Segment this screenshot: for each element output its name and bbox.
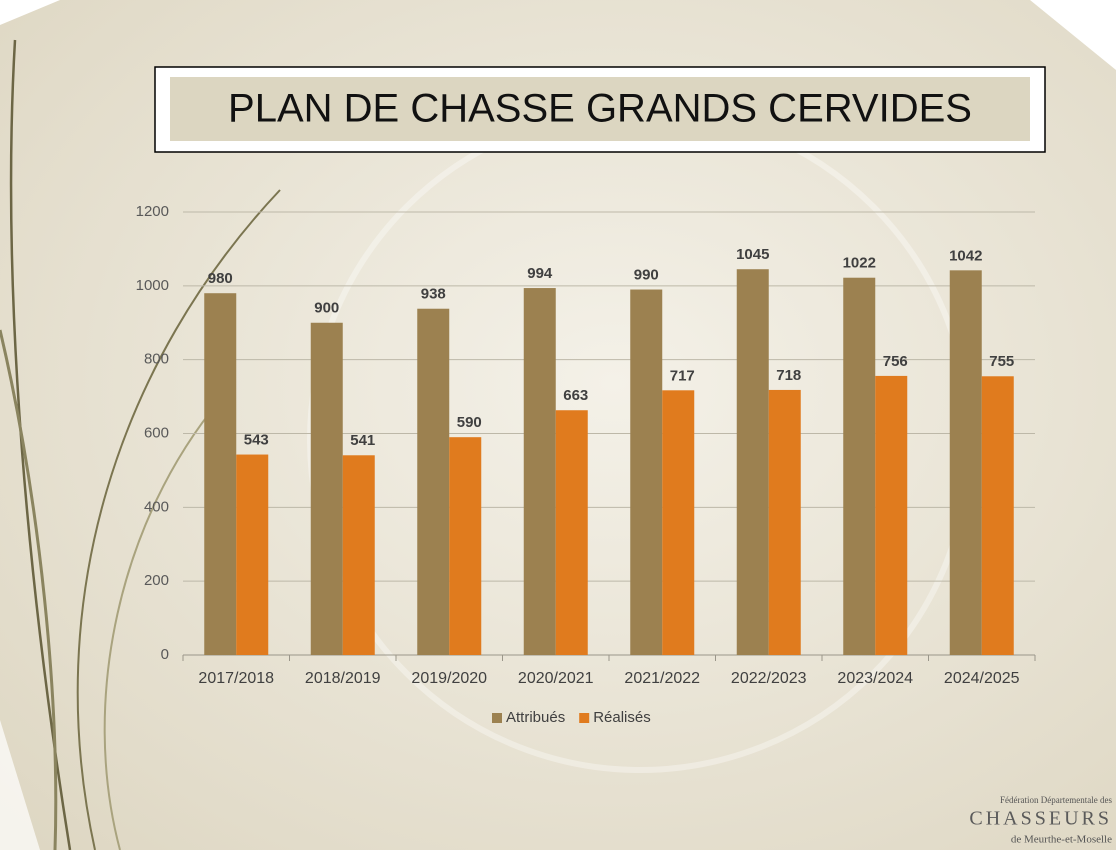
bar	[555, 410, 588, 655]
y-tick-label: 200	[144, 572, 169, 589]
x-tick-label: 2022/2023	[731, 670, 807, 687]
x-tick-label: 2018/2019	[305, 670, 381, 687]
legend-label: Attribués	[506, 709, 565, 726]
deco-line	[76, 189, 281, 850]
bar	[875, 375, 908, 655]
y-tick-label: 400	[144, 498, 169, 515]
data-label: 717	[670, 367, 695, 384]
data-label: 756	[883, 353, 908, 370]
x-tick-label: 2023/2024	[837, 670, 913, 687]
data-label: 980	[208, 270, 233, 287]
data-label: 1042	[949, 247, 982, 264]
legend-swatch	[579, 713, 590, 723]
data-label: 990	[634, 266, 659, 283]
bar	[236, 454, 269, 655]
deco-line	[0, 329, 58, 850]
bar	[310, 322, 343, 655]
data-label: 663	[563, 387, 588, 404]
data-label: 541	[350, 432, 375, 449]
legend-label: Réalisés	[593, 709, 651, 726]
x-tick-label: 2019/2020	[411, 670, 487, 687]
data-label: 755	[989, 353, 1014, 370]
bar	[662, 390, 695, 655]
bar	[523, 288, 556, 655]
y-tick-label: 1200	[136, 203, 169, 220]
data-label: 718	[776, 367, 801, 384]
corner	[0, 0, 60, 25]
bar	[736, 269, 769, 655]
x-tick-label: 2024/2025	[944, 670, 1020, 687]
footer-line: de Meurthe-et-Moselle	[1011, 834, 1112, 846]
bar	[342, 455, 375, 655]
bar	[630, 289, 663, 655]
corner	[0, 720, 40, 850]
bar	[981, 376, 1014, 655]
bar	[949, 270, 982, 655]
bar	[417, 308, 450, 655]
bar	[204, 293, 237, 655]
deco-line	[103, 399, 221, 850]
y-tick-label: 0	[161, 646, 169, 663]
data-label: 1045	[736, 246, 769, 263]
x-tick-label: 2021/2022	[624, 670, 700, 687]
bar	[843, 277, 876, 655]
title-band	[170, 77, 1030, 141]
footer-logo: CHASSEURS	[969, 808, 1112, 830]
legend-swatch	[492, 713, 502, 723]
data-label: 543	[244, 432, 269, 449]
x-tick-label: 2017/2018	[198, 670, 274, 687]
data-label: 994	[527, 265, 553, 282]
data-label: 590	[457, 414, 482, 431]
chart-title: PLAN DE CHASSE GRANDS CERVIDES	[228, 87, 972, 131]
y-tick-label: 1000	[136, 277, 169, 294]
bar	[768, 389, 801, 655]
footer-line: Fédération Départementale des	[1000, 795, 1112, 805]
bar	[449, 437, 482, 655]
data-label: 1022	[843, 255, 876, 272]
data-label: 900	[314, 300, 339, 317]
y-tick-label: 800	[144, 351, 169, 368]
data-label: 938	[421, 286, 446, 303]
y-tick-label: 600	[144, 424, 169, 441]
corner	[1030, 0, 1116, 70]
x-tick-label: 2020/2021	[518, 670, 594, 687]
